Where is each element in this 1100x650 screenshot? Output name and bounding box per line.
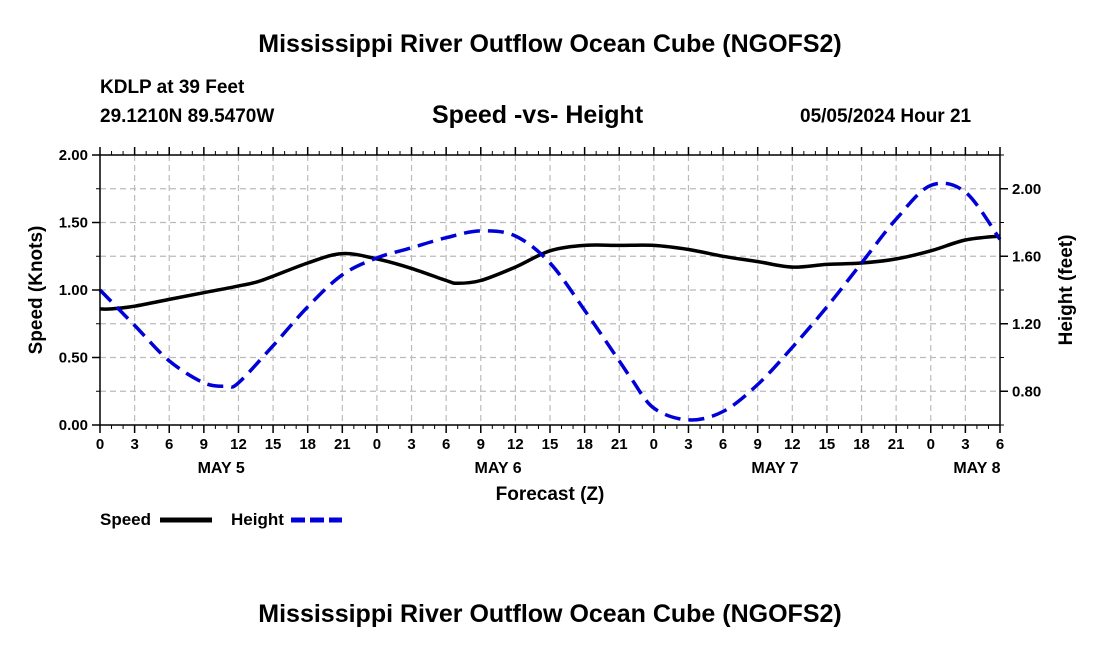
series-line-speed <box>99 234 1001 311</box>
x-tick-label: 21 <box>888 436 905 453</box>
series-line-height <box>98 181 1002 422</box>
x-tick-label: 9 <box>754 436 762 453</box>
x-tick-label: 12 <box>784 436 801 453</box>
legend: Speed Height <box>100 510 342 529</box>
forecast-datetime: 05/05/2024 Hour 21 <box>800 106 972 127</box>
y2-tick-label: 2.00 <box>1012 181 1041 198</box>
x-tick-label: 0 <box>96 436 104 453</box>
x-tick-label: 18 <box>853 436 870 453</box>
y-axis-title: Speed (Knots) <box>26 226 47 355</box>
y-tick-label: 1.00 <box>59 282 88 299</box>
y2-tick-label: 0.80 <box>1012 383 1041 400</box>
speed-height-chart: 0 3 6 9 12 15 18 21 0 3 6 9 12 15 18 21 0 3 6 9 12 15 18 21 0 3 6 0… <box>26 147 1077 529</box>
x-tick-label: 0 <box>650 436 658 453</box>
x-tick-label: 0 <box>373 436 381 453</box>
x-tick-label: 12 <box>507 436 524 453</box>
x-tick-label: 3 <box>407 436 415 453</box>
station-coordinates: 29.1210N 89.5470W <box>100 106 275 127</box>
chart-subtitle: Speed -vs- Height <box>432 101 644 129</box>
x-tick-label: 6 <box>719 436 727 453</box>
x-tick-label: 6 <box>442 436 450 453</box>
x-tick-label: 15 <box>265 436 282 453</box>
x-tick-label: 15 <box>542 436 559 453</box>
legend-label-height: Height <box>231 510 284 529</box>
y-tick-label: 0.00 <box>59 417 88 434</box>
x-tick-label: 6 <box>165 436 173 453</box>
x-tick-label: 21 <box>334 436 351 453</box>
day-label: MAY 5 <box>198 460 245 477</box>
day-label: MAY 7 <box>751 460 798 477</box>
series-layer <box>98 181 1002 422</box>
x-tick-label: 3 <box>684 436 692 453</box>
station-label: KDLP at 39 Feet <box>100 77 245 98</box>
x-tick-label: 9 <box>477 436 485 453</box>
day-label: MAY 8 <box>953 460 1000 477</box>
x-tick-label: 6 <box>996 436 1004 453</box>
x-tick-label: 21 <box>611 436 628 453</box>
x-tick-label: 3 <box>130 436 138 453</box>
x-axis-title: Forecast (Z) <box>496 484 605 505</box>
grid <box>100 155 1000 425</box>
day-label: MAY 6 <box>475 460 522 477</box>
x-tick-label: 0 <box>927 436 935 453</box>
x-tick-label: 18 <box>299 436 316 453</box>
x-tick-label: 3 <box>961 436 969 453</box>
x-tick-label: 9 <box>200 436 208 453</box>
chart-title: Mississippi River Outflow Ocean Cube (NG… <box>258 30 842 58</box>
y2-tick-label: 1.60 <box>1012 248 1041 265</box>
x-tick-label: 18 <box>576 436 593 453</box>
footer-title: Mississippi River Outflow Ocean Cube (NG… <box>258 600 842 628</box>
legend-label-speed: Speed <box>100 510 151 529</box>
tick-labels: 0 3 6 9 12 15 18 21 0 3 6 9 12 15 18 21 0 3 6 9 12 15 18 21 0 3 6 0… <box>59 147 1041 477</box>
x-tick-label: 12 <box>230 436 247 453</box>
y-tick-label: 0.50 <box>59 350 88 367</box>
y2-axis-title: Height (feet) <box>1056 235 1077 346</box>
ticks <box>92 147 1008 433</box>
y2-tick-label: 1.20 <box>1012 316 1041 333</box>
y-tick-label: 2.00 <box>59 147 88 164</box>
y-tick-label: 1.50 <box>59 215 88 232</box>
x-tick-label: 15 <box>819 436 836 453</box>
